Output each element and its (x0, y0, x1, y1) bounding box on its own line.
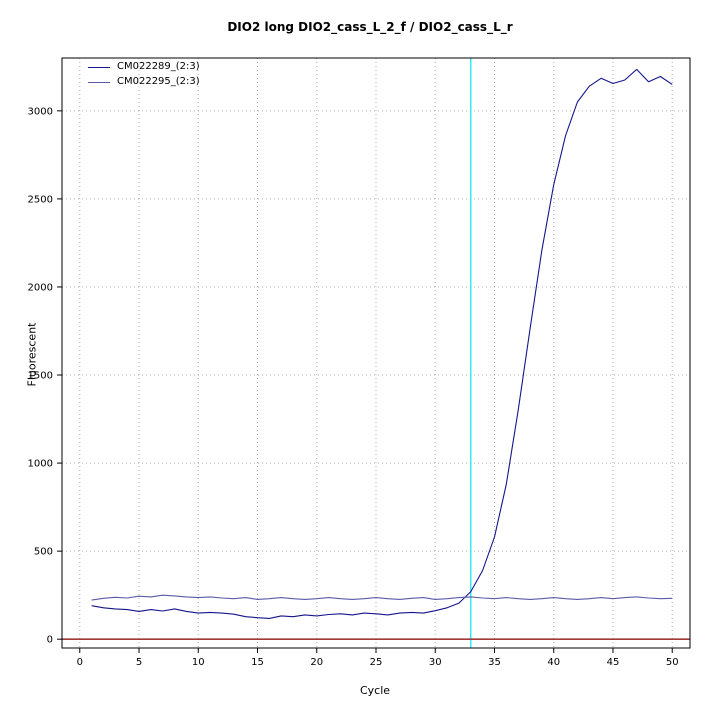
x-tick-label: 30 (429, 657, 442, 668)
y-tick-label: 1500 (28, 371, 53, 382)
x-tick-label: 40 (547, 657, 560, 668)
series-line-swatch (88, 66, 110, 68)
x-tick-label: 5 (136, 657, 142, 668)
x-tick-label: 10 (192, 657, 205, 668)
y-tick-label: 3000 (28, 106, 53, 117)
series-line-swatch (88, 81, 110, 83)
legend: CM022289_(2:3) CM022295_(2:3) (88, 61, 200, 88)
x-tick-label: 35 (488, 657, 501, 668)
x-tick-label: 20 (310, 657, 323, 668)
legend-item: CM022289_(2:3) (88, 61, 200, 73)
x-tick-label: 15 (251, 657, 264, 668)
series-line-CM022289_(2:3) (91, 68, 673, 619)
chart-title: DIO2 long DIO2_cass_L_2_f / DIO2_cass_L_… (227, 20, 513, 34)
x-axis-label: Cycle (359, 684, 391, 697)
legend-label: CM022289_(2:3) (117, 61, 200, 72)
y-tick-label: 2000 (28, 282, 53, 293)
legend-item: CM022295_(2:3) (88, 76, 200, 88)
y-tick-label: 2500 (28, 194, 53, 205)
x-tick-label: 0 (77, 657, 83, 668)
series-line-CM022295_(2:3) (91, 594, 673, 601)
y-axis-label: Fluorescent (25, 322, 39, 387)
y-tick-label: 500 (34, 547, 53, 558)
y-tick-label: 1000 (28, 459, 53, 470)
legend-label: CM022295_(2:3) (117, 76, 200, 87)
x-tick-label: 25 (370, 657, 383, 668)
x-tick-label: 50 (666, 657, 679, 668)
x-tick-label: 45 (607, 657, 620, 668)
y-tick-label: 0 (47, 635, 53, 646)
